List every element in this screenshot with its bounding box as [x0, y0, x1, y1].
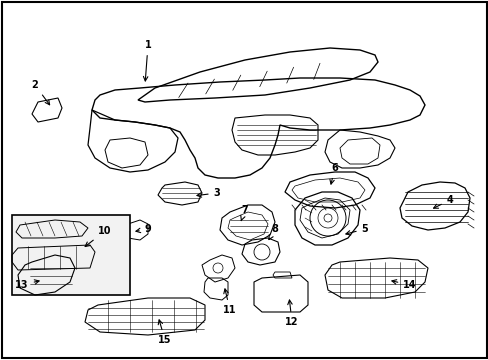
Text: 7: 7: [240, 205, 248, 221]
Text: 1: 1: [143, 40, 151, 81]
Text: 5: 5: [345, 224, 367, 235]
Bar: [12, 215, 130, 295]
Text: 3: 3: [197, 188, 220, 198]
Text: 13: 13: [15, 280, 39, 290]
Text: 15: 15: [158, 320, 171, 345]
Text: 9: 9: [136, 224, 151, 234]
Text: 14: 14: [391, 280, 416, 290]
Text: 4: 4: [433, 195, 452, 208]
Text: 10: 10: [85, 226, 112, 247]
Text: 2: 2: [32, 80, 49, 105]
Text: 8: 8: [268, 224, 278, 240]
Text: 6: 6: [329, 163, 338, 184]
Text: 11: 11: [223, 289, 236, 315]
Text: 12: 12: [285, 300, 298, 327]
